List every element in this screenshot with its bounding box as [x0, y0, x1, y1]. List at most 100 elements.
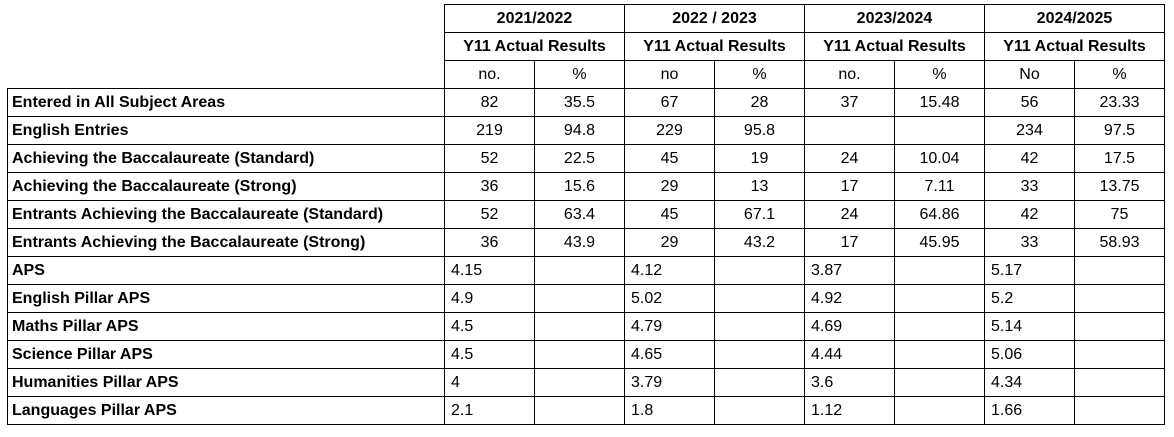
value-cell: 3.79: [624, 368, 715, 397]
table-body: 2021/2022 2022 / 2023 2023/2024 2024/2025 Y1…: [7, 4, 1165, 425]
value-cell: 13: [714, 172, 805, 201]
unit-header: no.: [444, 60, 535, 89]
value-cell: [534, 256, 625, 285]
unit-header: no: [624, 60, 715, 89]
value-cell: 5.02: [624, 284, 715, 313]
table-row: English Entries 219 94.8 229 95.8 234 97.5: [7, 116, 1165, 145]
value-cell: 75: [1074, 200, 1165, 229]
row-label: Achieving the Baccalaureate (Strong): [7, 172, 445, 201]
year-header: 2023/2024: [804, 4, 985, 33]
value-cell: 4.69: [804, 312, 895, 341]
value-cell: 5.2: [984, 284, 1075, 313]
value-cell: 4: [444, 368, 535, 397]
value-cell: [714, 368, 805, 397]
value-cell: [804, 116, 895, 145]
value-cell: 23.33: [1074, 88, 1165, 117]
value-cell: 4.34: [984, 368, 1075, 397]
results-table: 2021/2022 2022 / 2023 2023/2024 2024/2025 Y1…: [7, 4, 1165, 425]
value-cell: 58.93: [1074, 228, 1165, 257]
corner: [7, 60, 445, 89]
value-cell: 4.5: [444, 312, 535, 341]
value-cell: 33: [984, 228, 1075, 257]
value-cell: 229: [624, 116, 715, 145]
value-cell: 52: [444, 144, 535, 173]
value-cell: 22.5: [534, 144, 625, 173]
value-cell: [534, 368, 625, 397]
unit-header: %: [1074, 60, 1165, 89]
value-cell: 94.8: [534, 116, 625, 145]
value-cell: 97.5: [1074, 116, 1165, 145]
row-label: English Pillar APS: [7, 284, 445, 313]
value-cell: 33: [984, 172, 1075, 201]
value-cell: 43.2: [714, 228, 805, 257]
value-cell: [534, 340, 625, 369]
value-cell: 17: [804, 228, 895, 257]
value-cell: 43.9: [534, 228, 625, 257]
unit-header: %: [894, 60, 985, 89]
value-cell: 15.48: [894, 88, 985, 117]
value-cell: 5.14: [984, 312, 1075, 341]
row-label: Entrants Achieving the Baccalaureate (St…: [7, 200, 445, 229]
table-row: Achieving the Baccalaureate (Strong) 36 15…: [7, 172, 1165, 201]
value-cell: 37: [804, 88, 895, 117]
row-label: Entrants Achieving the Baccalaureate (St…: [7, 228, 445, 257]
value-cell: 234: [984, 116, 1075, 145]
value-cell: [894, 284, 985, 313]
value-cell: 45.95: [894, 228, 985, 257]
value-cell: [1074, 284, 1165, 313]
unit-header: No: [984, 60, 1075, 89]
table-row: Languages Pillar APS 2.1 1.8 1.12 1.66: [7, 396, 1165, 425]
value-cell: 17.5: [1074, 144, 1165, 173]
corner: [7, 32, 445, 61]
value-cell: 4.65: [624, 340, 715, 369]
value-cell: 64.86: [894, 200, 985, 229]
value-cell: 82: [444, 88, 535, 117]
value-cell: 67.1: [714, 200, 805, 229]
row-label: APS: [7, 256, 445, 285]
value-cell: 1.12: [804, 396, 895, 425]
unit-header: no.: [804, 60, 895, 89]
value-cell: [894, 312, 985, 341]
table-row: Maths Pillar APS 4.5 4.79 4.69 5.14: [7, 312, 1165, 341]
table-row: Entered in All Subject Areas 82 35.5 67 28 37…: [7, 88, 1165, 117]
value-cell: 1.66: [984, 396, 1075, 425]
table-row: Entrants Achieving the Baccalaureate (St…: [7, 228, 1165, 257]
value-cell: 67: [624, 88, 715, 117]
row-label: Maths Pillar APS: [7, 312, 445, 341]
subtitle-header: Y11 Actual Results: [444, 32, 625, 61]
value-cell: 3.6: [804, 368, 895, 397]
value-cell: [894, 396, 985, 425]
unit-header: %: [534, 60, 625, 89]
value-cell: [1074, 368, 1165, 397]
value-cell: 5.17: [984, 256, 1075, 285]
row-label: Languages Pillar APS: [7, 396, 445, 425]
value-cell: 24: [804, 144, 895, 173]
subtitle-header: Y11 Actual Results: [804, 32, 985, 61]
value-cell: 2.1: [444, 396, 535, 425]
table-row: Humanities Pillar APS 4 3.79 3.6 4.34: [7, 368, 1165, 397]
unit-header: %: [714, 60, 805, 89]
row-label: Humanities Pillar APS: [7, 368, 445, 397]
value-cell: 13.75: [1074, 172, 1165, 201]
table-row: Achieving the Baccalaureate (Standard) 52…: [7, 144, 1165, 173]
value-cell: [714, 256, 805, 285]
value-cell: [1074, 340, 1165, 369]
value-cell: 42: [984, 200, 1075, 229]
value-cell: 4.15: [444, 256, 535, 285]
value-cell: [894, 116, 985, 145]
value-cell: 219: [444, 116, 535, 145]
row-label: English Entries: [7, 116, 445, 145]
value-cell: [714, 312, 805, 341]
value-cell: 35.5: [534, 88, 625, 117]
value-cell: [714, 396, 805, 425]
value-cell: 45: [624, 144, 715, 173]
value-cell: [1074, 256, 1165, 285]
value-cell: 95.8: [714, 116, 805, 145]
value-cell: [534, 312, 625, 341]
subtitle-header: Y11 Actual Results: [984, 32, 1165, 61]
value-cell: 19: [714, 144, 805, 173]
value-cell: 45: [624, 200, 715, 229]
value-cell: 52: [444, 200, 535, 229]
table-row: Entrants Achieving the Baccalaureate (St…: [7, 200, 1165, 229]
year-header: 2024/2025: [984, 4, 1165, 33]
